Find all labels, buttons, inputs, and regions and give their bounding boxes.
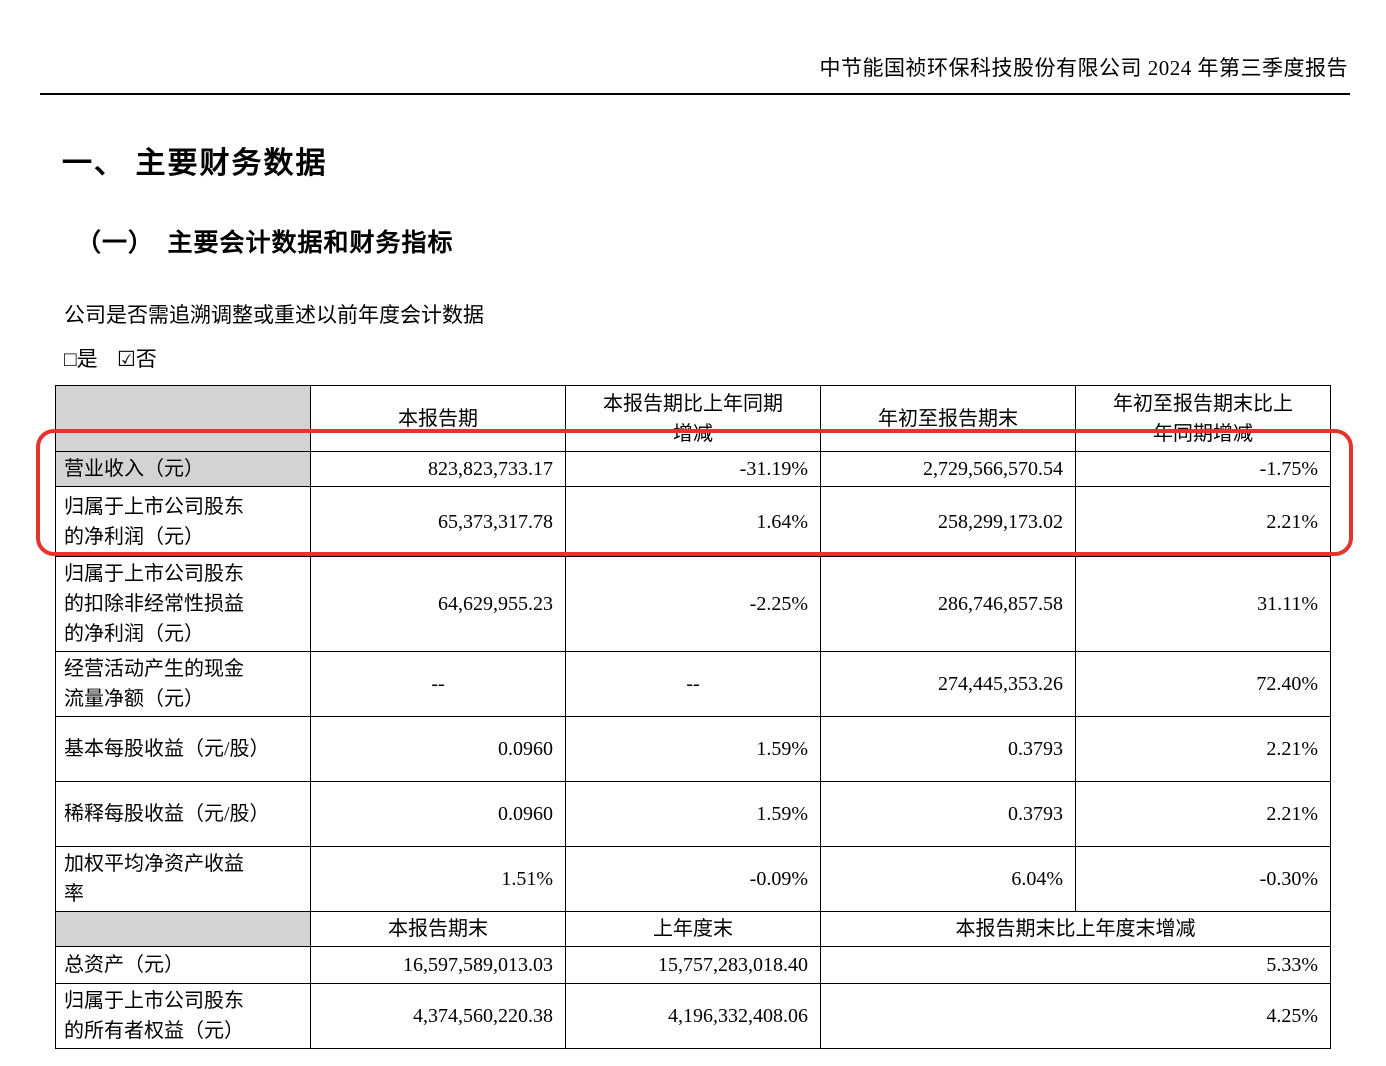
cell-value: 2.21% xyxy=(1075,486,1331,557)
row-label: 经营活动产生的现金流量净额（元） xyxy=(55,651,311,717)
cell-value: 64,629,955.23 xyxy=(310,556,566,652)
row-label: 稀释每股收益（元/股） xyxy=(55,781,311,847)
table-row-net-profit: 归属于上市公司股东的净利润（元） 65,373,317.78 1.64% 258… xyxy=(55,486,1331,557)
cell-value: -0.09% xyxy=(565,846,821,912)
cell-value: 274,445,353.26 xyxy=(820,651,1076,717)
cell-value: -31.19% xyxy=(565,451,821,487)
table-row-total-assets: 总资产（元） 16,597,589,013.03 15,757,283,018.… xyxy=(55,946,1331,984)
row-label: 归属于上市公司股东的扣除非经常性损益的净利润（元） xyxy=(55,556,311,652)
cell-value: 5.33% xyxy=(820,946,1331,984)
table-row-owners-equity: 归属于上市公司股东的所有者权益（元） 4,374,560,220.38 4,19… xyxy=(55,983,1331,1049)
cell-value: 65,373,317.78 xyxy=(310,486,566,557)
row-label: 基本每股收益（元/股） xyxy=(55,716,311,782)
cell-value: 4.25% xyxy=(820,983,1331,1049)
document-header: 中节能国祯环保科技股份有限公司 2024 年第三季度报告 xyxy=(819,56,1348,80)
header-current-period: 本报告期 xyxy=(310,385,566,452)
header-ytd: 年初至报告期末 xyxy=(820,385,1076,452)
table-header-row: 本报告期 本报告期比上年同期增减 年初至报告期末 年初至报告期末比上年同期增减 xyxy=(55,385,1331,452)
midheader-prior-year-end: 上年度末 xyxy=(565,911,821,947)
cell-value: -- xyxy=(310,651,566,717)
cell-value: 15,757,283,018.40 xyxy=(565,946,821,984)
midheader-change-vs-prior-year-end: 本报告期末比上年度末增减 xyxy=(820,911,1331,947)
checkbox-row: □是 ☑否 xyxy=(64,343,157,373)
cell-value: -1.75% xyxy=(1075,451,1331,487)
header-divider xyxy=(40,93,1350,95)
cell-value: 2.21% xyxy=(1075,716,1331,782)
cell-value: -0.30% xyxy=(1075,846,1331,912)
table-row-basic-eps: 基本每股收益（元/股） 0.0960 1.59% 0.3793 2.21% xyxy=(55,716,1331,782)
table-row-weighted-roe: 加权平均净资产收益率 1.51% -0.09% 6.04% -0.30% xyxy=(55,846,1331,912)
cell-value: 31.11% xyxy=(1075,556,1331,652)
cell-value: 1.64% xyxy=(565,486,821,557)
restatement-question: 公司是否需追溯调整或重述以前年度会计数据 xyxy=(64,303,484,327)
cell-value: 1.51% xyxy=(310,846,566,912)
table-row-revenue: 营业收入（元） 823,823,733.17 -31.19% 2,729,566… xyxy=(55,451,1331,487)
subsection-title: （一） 主要会计数据和财务指标 xyxy=(76,230,454,257)
table-row-diluted-eps: 稀释每股收益（元/股） 0.0960 1.59% 0.3793 2.21% xyxy=(55,781,1331,847)
table-midheader-row: 本报告期末 上年度末 本报告期末比上年度末增减 xyxy=(55,911,1331,947)
cell-value: -- xyxy=(565,651,821,717)
header-period-yoy-change: 本报告期比上年同期增减 xyxy=(565,385,821,452)
cell-value: 286,746,857.58 xyxy=(820,556,1076,652)
row-label: 总资产（元） xyxy=(55,946,311,984)
row-label: 归属于上市公司股东的所有者权益（元） xyxy=(55,983,311,1049)
row-label: 归属于上市公司股东的净利润（元） xyxy=(55,486,311,557)
checkbox-yes: □是 xyxy=(64,347,98,371)
cell-value: 823,823,733.17 xyxy=(310,451,566,487)
cell-value: 16,597,589,013.03 xyxy=(310,946,566,984)
table-row-operating-cash-flow: 经营活动产生的现金流量净额（元） -- -- 274,445,353.26 72… xyxy=(55,651,1331,717)
cell-value: 0.0960 xyxy=(310,781,566,847)
cell-value: 0.3793 xyxy=(820,716,1076,782)
midheader-empty-cell xyxy=(55,911,311,947)
financial-table: 本报告期 本报告期比上年同期增减 年初至报告期末 年初至报告期末比上年同期增减 … xyxy=(55,385,1331,1049)
cell-value: 4,196,332,408.06 xyxy=(565,983,821,1049)
cell-value: 6.04% xyxy=(820,846,1076,912)
cell-value: 0.3793 xyxy=(820,781,1076,847)
row-label: 营业收入（元） xyxy=(55,451,311,487)
table-row-deducted-net-profit: 归属于上市公司股东的扣除非经常性损益的净利润（元） 64,629,955.23 … xyxy=(55,556,1331,652)
checkbox-no: ☑否 xyxy=(116,347,157,371)
cell-value: 72.40% xyxy=(1075,651,1331,717)
cell-value: 2,729,566,570.54 xyxy=(820,451,1076,487)
cell-value: 0.0960 xyxy=(310,716,566,782)
cell-value: -2.25% xyxy=(565,556,821,652)
cell-value: 1.59% xyxy=(565,781,821,847)
midheader-period-end: 本报告期末 xyxy=(310,911,566,947)
header-ytd-yoy-change: 年初至报告期末比上年同期增减 xyxy=(1075,385,1331,452)
cell-value: 2.21% xyxy=(1075,781,1331,847)
row-label: 加权平均净资产收益率 xyxy=(55,846,311,912)
cell-value: 4,374,560,220.38 xyxy=(310,983,566,1049)
header-empty-cell xyxy=(55,385,311,452)
cell-value: 258,299,173.02 xyxy=(820,486,1076,557)
cell-value: 1.59% xyxy=(565,716,821,782)
section-title: 一、 主要财务数据 xyxy=(62,147,328,180)
